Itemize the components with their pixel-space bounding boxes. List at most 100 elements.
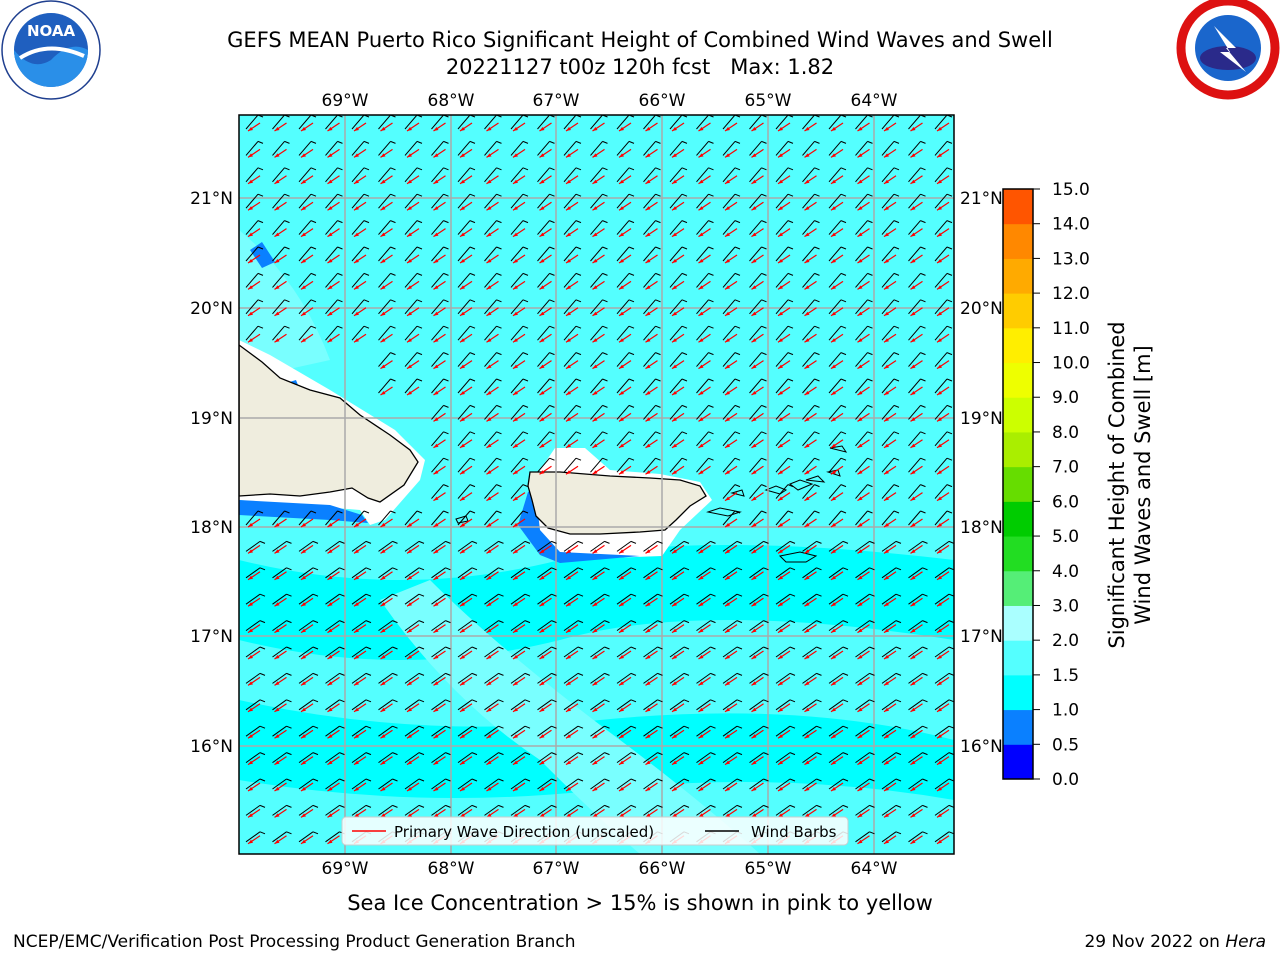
lat-label-right: 21°N	[960, 189, 1003, 209]
wind-barb	[855, 567, 870, 579]
wave-arrow-head	[301, 206, 306, 211]
wind-barb	[722, 273, 736, 288]
wave-arrow-head	[937, 443, 942, 448]
wind-barb	[484, 352, 497, 367]
wind-barb	[855, 778, 870, 790]
wind-barb	[828, 457, 842, 473]
wave-arrow-head	[937, 707, 942, 712]
wind-barb	[828, 299, 842, 315]
wave-arrow-head	[645, 628, 651, 633]
wind-barb-flag	[259, 646, 266, 650]
wind-barb-flag	[628, 167, 635, 171]
wave-arrow-head	[804, 391, 810, 395]
wind-barb	[590, 620, 605, 632]
wind-barb	[510, 193, 524, 209]
wind-barb	[351, 778, 367, 790]
wind-barb-flag	[551, 725, 557, 729]
wind-barb-flag	[814, 325, 820, 329]
wind-barb-flag	[549, 140, 555, 144]
wind-barb	[828, 273, 842, 288]
wind-barb	[431, 141, 444, 156]
wave-arrow-head	[619, 391, 624, 395]
wave-arrow-head	[672, 206, 677, 211]
wave-arrow-head	[433, 470, 439, 475]
wind-barb	[272, 115, 285, 130]
wind-barb-flag	[337, 299, 343, 303]
wind-barb-flag	[549, 193, 555, 197]
wave-arrow-head	[831, 813, 836, 818]
wave-arrow-head	[539, 707, 545, 712]
wind-barb-flag	[390, 378, 396, 382]
wind-barb	[378, 540, 393, 552]
wave-arrow-head	[539, 734, 545, 739]
wave-arrow-head	[910, 206, 916, 211]
wind-barb-flag	[257, 140, 264, 144]
wind-barb-flag	[736, 804, 743, 808]
wind-barb	[510, 646, 526, 658]
legend-barb-label: Wind Barbs	[751, 823, 837, 841]
wind-barb-flag	[893, 404, 900, 408]
wind-barb-flag	[840, 325, 847, 329]
wind-barb	[563, 325, 577, 341]
wind-barb-flag	[895, 620, 902, 624]
wind-barb-flag	[416, 325, 423, 329]
wind-barb	[537, 115, 550, 130]
wind-barb	[325, 220, 338, 235]
wave-arrow-head	[619, 707, 624, 712]
colorbar-tick-label: 1.0	[1052, 701, 1079, 721]
wave-arrow-head	[698, 813, 704, 818]
wave-arrow-head	[248, 311, 253, 316]
wave-arrow-head	[698, 206, 704, 211]
wind-barb	[881, 672, 897, 684]
wind-barb	[272, 540, 287, 552]
wind-barb-flag	[630, 567, 637, 571]
wind-barb	[590, 167, 603, 183]
wind-barb-flag	[683, 699, 690, 703]
wave-arrow-head	[354, 285, 359, 290]
wind-barb-flag	[683, 646, 690, 650]
wind-barb	[245, 620, 261, 632]
wind-barb	[722, 778, 738, 790]
wave-arrow-head	[566, 707, 571, 712]
wind-barb	[537, 804, 552, 816]
wind-barb	[537, 457, 550, 473]
wind-barb	[457, 567, 473, 579]
wind-barb-flag	[657, 567, 663, 571]
wind-barb-flag	[365, 699, 372, 703]
wave-arrow-head	[910, 364, 916, 369]
wave-arrow-head	[301, 127, 306, 131]
wind-barb-flag	[416, 510, 423, 514]
wind-barb-flag	[814, 299, 820, 303]
wave-arrow-head	[884, 127, 889, 131]
wind-barb	[378, 299, 391, 315]
wind-barb-flag	[418, 778, 425, 782]
wind-barb-flag	[922, 804, 928, 808]
wave-arrow-head	[619, 338, 624, 343]
wind-barb-flag	[655, 431, 661, 435]
wind-barb-flag	[469, 457, 476, 461]
wind-barb-flag	[895, 540, 902, 544]
shallow-water-zone	[239, 500, 368, 523]
wave-arrow-head	[751, 417, 757, 422]
wind-barb	[908, 167, 921, 183]
wind-barb-flag	[683, 540, 690, 544]
wave-arrow-head	[910, 285, 916, 290]
wind-barb-flag	[683, 804, 690, 808]
wind-barb-flag	[339, 752, 345, 756]
wind-barb-flag	[284, 299, 290, 303]
wave-arrow-head	[301, 602, 306, 607]
wave-arrow-head	[539, 470, 545, 475]
wave-arrow-head	[698, 707, 704, 712]
wind-barb	[696, 246, 709, 262]
colorbar-segment	[1003, 744, 1033, 780]
wind-barb-flag	[920, 457, 926, 461]
wave-arrow-head	[857, 602, 863, 607]
wind-barb-flag	[257, 193, 264, 197]
wind-barb	[669, 725, 685, 737]
wave-arrow-head	[857, 417, 863, 422]
wind-barb	[590, 325, 603, 341]
wind-barb-flag	[922, 752, 928, 756]
wave-arrow-head	[725, 417, 730, 422]
wind-barb	[908, 220, 921, 235]
wind-barb-flag	[761, 404, 767, 408]
